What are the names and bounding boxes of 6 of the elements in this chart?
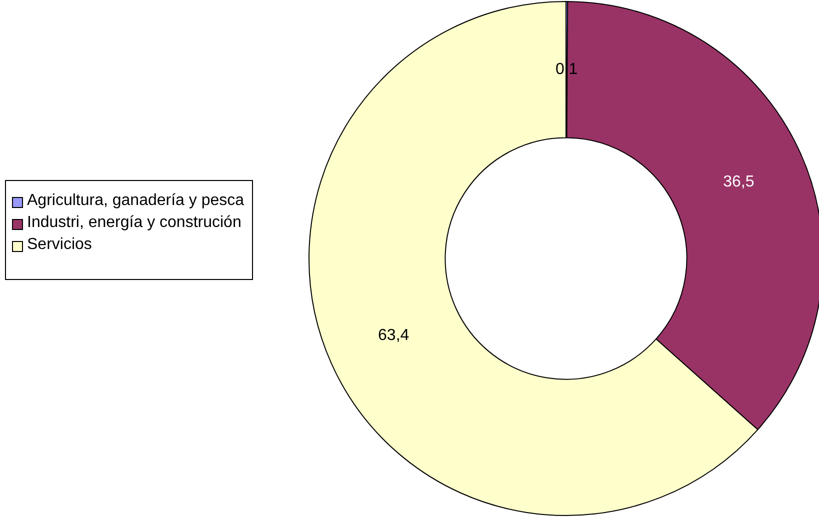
legend-label: Industri, energía y construción xyxy=(27,213,242,233)
data-label: 36,5 xyxy=(723,173,754,190)
data-label: 0,1 xyxy=(555,61,578,78)
legend-label: Servicios xyxy=(27,235,92,255)
legend-label: Agricultura, ganadería y pesca xyxy=(27,191,244,211)
data-label: 63,4 xyxy=(378,327,410,344)
